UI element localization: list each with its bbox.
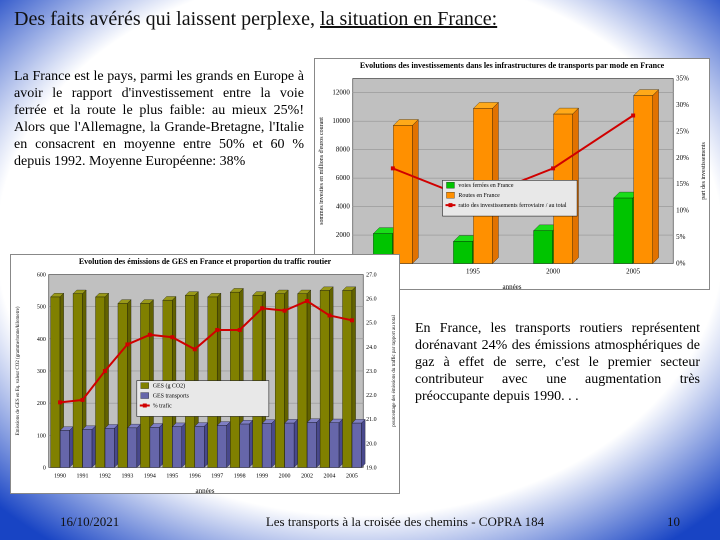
svg-text:2005: 2005 (626, 267, 640, 275)
footer: 16/10/2021 Les transports à la croisée d… (0, 514, 720, 530)
footer-center: Les transports à la croisée des chemins … (170, 514, 640, 530)
svg-text:0%: 0% (676, 260, 685, 268)
svg-text:1995: 1995 (466, 267, 480, 275)
chart1-title: Evolutions des investissements dans les … (315, 59, 709, 72)
svg-text:5%: 5% (676, 233, 685, 241)
svg-text:21.0: 21.0 (366, 417, 376, 423)
svg-text:1998: 1998 (234, 473, 246, 479)
svg-text:8000: 8000 (336, 146, 350, 154)
svg-text:500: 500 (37, 305, 46, 311)
svg-text:4000: 4000 (336, 203, 350, 211)
svg-text:0: 0 (43, 465, 46, 471)
svg-text:26.0: 26.0 (366, 297, 376, 303)
svg-text:100: 100 (37, 433, 46, 439)
svg-text:pourcentage des émissions du t: pourcentage des émissions du traffic par… (392, 315, 397, 427)
svg-text:24.0: 24.0 (366, 345, 376, 351)
chart2-plot: 0 100 200 300 400 500 600 19.0 20.0 21.0 22.0 23.0 2… (11, 268, 399, 486)
svg-text:ratio des investissements ferr: ratio des investissements ferroviaire / … (458, 202, 566, 209)
svg-text:15%: 15% (676, 180, 689, 188)
svg-text:2000: 2000 (279, 473, 291, 479)
svg-text:25%: 25% (676, 127, 689, 135)
footer-date: 16/10/2021 (60, 514, 170, 530)
svg-text:27.0: 27.0 (366, 272, 376, 278)
paragraph-2: En France, les transports routiers repré… (415, 320, 700, 405)
svg-text:1997: 1997 (211, 473, 223, 479)
chart-ges: Evolution des émissions de GES en France… (10, 254, 400, 494)
svg-text:Emissions de GES en Eq. valeur: Emissions de GES en Eq. valeur CO2 (gram… (16, 306, 21, 435)
svg-text:6000: 6000 (336, 174, 350, 182)
svg-text:2004: 2004 (324, 473, 336, 479)
svg-text:1991: 1991 (77, 473, 89, 479)
svg-text:19.0: 19.0 (366, 465, 376, 471)
svg-text:10%: 10% (676, 207, 689, 215)
svg-text:10000: 10000 (332, 117, 350, 125)
svg-text:200: 200 (37, 401, 46, 407)
svg-text:1995: 1995 (166, 473, 178, 479)
chart2-xlabel: années (11, 486, 399, 498)
svg-text:23.0: 23.0 (366, 369, 376, 375)
svg-text:GES (g CO2): GES (g CO2) (153, 383, 185, 390)
svg-text:400: 400 (37, 337, 46, 343)
footer-page: 10 (640, 514, 680, 530)
svg-text:2000: 2000 (546, 267, 560, 275)
svg-text:1996: 1996 (189, 473, 201, 479)
svg-text:2000: 2000 (336, 231, 350, 239)
svg-text:part des investissements: part des investissements (701, 142, 707, 200)
svg-text:GES transports: GES transports (153, 394, 190, 400)
svg-text:1994: 1994 (144, 473, 156, 479)
svg-text:30%: 30% (676, 101, 689, 109)
svg-text:% trafic: % trafic (153, 402, 172, 409)
svg-text:1990: 1990 (54, 473, 66, 479)
svg-text:Routes en France: Routes en France (458, 193, 500, 199)
title-underlined: la situation en France: (320, 8, 497, 30)
svg-text:20.0: 20.0 (366, 441, 376, 447)
svg-text:25.0: 25.0 (366, 321, 376, 327)
svg-text:sommes investies en millions d: sommes investies en millions d'euros cou… (319, 117, 325, 225)
title-plain: Des faits avérés qui laissent perplexe, (14, 8, 320, 30)
svg-text:35%: 35% (676, 74, 689, 82)
slide-title: Des faits avérés qui laissent perplexe, … (14, 8, 706, 31)
svg-text:1999: 1999 (256, 473, 268, 479)
svg-text:20%: 20% (676, 154, 689, 162)
svg-text:300: 300 (37, 369, 46, 375)
svg-text:600: 600 (37, 272, 46, 278)
svg-text:12000: 12000 (332, 89, 350, 97)
svg-text:1992: 1992 (99, 473, 111, 479)
svg-text:22.0: 22.0 (366, 393, 376, 399)
chart1-plot: 0200040006000800010000120000%5%10%15%20%… (315, 72, 709, 282)
svg-text:2002: 2002 (301, 473, 313, 479)
svg-text:voies ferrées en France: voies ferrées en France (458, 182, 513, 189)
svg-text:1993: 1993 (121, 473, 133, 479)
paragraph-1: La France est le pays, parmi les grands … (14, 68, 304, 170)
chart2-title: Evolution des émissions de GES en France… (11, 255, 399, 268)
svg-text:2005: 2005 (346, 473, 358, 479)
